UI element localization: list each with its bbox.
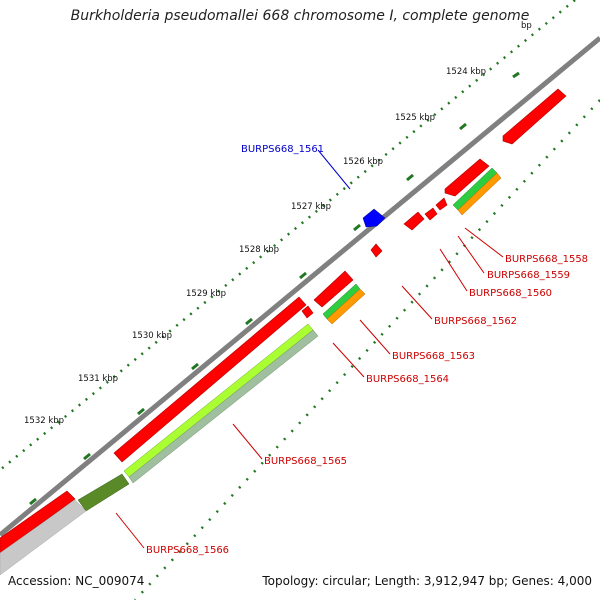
label-burps668-1565[interactable]: BURPS668_1565 bbox=[264, 456, 347, 467]
gene-burps668-1560[interactable] bbox=[424, 207, 438, 221]
tick-label-1532: 1532 kbp bbox=[24, 416, 64, 426]
tick-label-partial: bp bbox=[521, 21, 532, 31]
reverse-strand-genes bbox=[0, 88, 567, 554]
tick-label-1531: 1531 kbp bbox=[78, 374, 118, 384]
tick-label-1528: 1528 kbp bbox=[239, 245, 279, 255]
tick-label-1529: 1529 kbp bbox=[186, 289, 226, 299]
tick-mark bbox=[512, 71, 520, 79]
leader-line-1562 bbox=[401, 285, 433, 320]
annotation-tracks bbox=[0, 167, 502, 576]
leader-line-1566 bbox=[115, 512, 145, 549]
gene-burps668-1559[interactable] bbox=[435, 197, 448, 211]
label-burps668-1563[interactable]: BURPS668_1563 bbox=[392, 351, 475, 362]
map-title: Burkholderia pseudomallei 668 chromosome… bbox=[70, 8, 530, 24]
olive-track bbox=[77, 473, 130, 512]
outer-tick-dots bbox=[0, 0, 576, 471]
inner-tick-dots bbox=[134, 99, 600, 600]
label-burps668-1566[interactable]: BURPS668_1566 bbox=[146, 545, 229, 556]
leader-line-1559 bbox=[457, 235, 485, 274]
tick-mark bbox=[406, 173, 414, 182]
gene-burps668-1563[interactable] bbox=[313, 270, 354, 308]
leader-line-1563 bbox=[359, 319, 391, 355]
leader-line-1565 bbox=[232, 423, 263, 460]
leader-line-1558 bbox=[464, 227, 504, 258]
gene-burps668-1565[interactable] bbox=[113, 296, 307, 463]
leader-line-1564 bbox=[332, 342, 365, 378]
leader-lines bbox=[115, 149, 504, 549]
tick-mark bbox=[299, 271, 307, 280]
label-burps668-1558[interactable]: BURPS668_1558 bbox=[505, 254, 588, 265]
gene-burps668-1558[interactable] bbox=[444, 158, 490, 197]
gene-arrow-top[interactable] bbox=[502, 88, 567, 145]
leader-line-1560 bbox=[439, 248, 468, 292]
label-burps668-1564[interactable]: BURPS668_1564 bbox=[366, 374, 449, 385]
orange-track-upper bbox=[457, 172, 502, 216]
tick-mark bbox=[83, 452, 91, 461]
gene-small-red[interactable] bbox=[370, 243, 383, 258]
tick-mark bbox=[353, 223, 361, 232]
tick-mark bbox=[459, 122, 467, 131]
label-burps668-1561[interactable]: BURPS668_1561 bbox=[241, 144, 324, 155]
genome-backbone bbox=[0, 36, 600, 537]
gene-burps668-1564[interactable] bbox=[301, 305, 314, 319]
label-burps668-1559[interactable]: BURPS668_1559 bbox=[487, 270, 570, 281]
gene-burps668-1566[interactable] bbox=[0, 490, 76, 554]
tick-label-1526: 1526 kbp bbox=[343, 157, 383, 167]
genome-summary-text: Topology: circular; Length: 3,912,947 bp… bbox=[262, 574, 592, 588]
gray-track-upper bbox=[128, 329, 319, 484]
gene-burps668-1562[interactable] bbox=[403, 211, 425, 231]
tick-mark bbox=[191, 362, 199, 371]
tick-label-1525: 1525 kbp bbox=[395, 113, 435, 123]
tick-mark bbox=[137, 407, 145, 416]
label-burps668-1562[interactable]: BURPS668_1562 bbox=[434, 316, 517, 327]
tick-label-1530: 1530 kbp bbox=[132, 331, 172, 341]
lightgreen-track bbox=[123, 323, 314, 478]
major-ticks bbox=[29, 71, 520, 506]
tick-mark bbox=[29, 497, 37, 506]
tick-label-1524: 1524 kbp bbox=[446, 67, 486, 77]
tick-mark bbox=[245, 317, 253, 326]
orange-track-lower bbox=[326, 288, 366, 325]
leader-line-1561 bbox=[317, 149, 351, 190]
label-burps668-1560[interactable]: BURPS668_1560 bbox=[469, 288, 552, 299]
gray-track-lower bbox=[0, 499, 87, 576]
gene-burps668-1561[interactable] bbox=[362, 208, 386, 228]
accession-text: Accession: NC_009074 bbox=[8, 574, 145, 588]
tick-label-1527: 1527 kbp bbox=[291, 202, 331, 212]
